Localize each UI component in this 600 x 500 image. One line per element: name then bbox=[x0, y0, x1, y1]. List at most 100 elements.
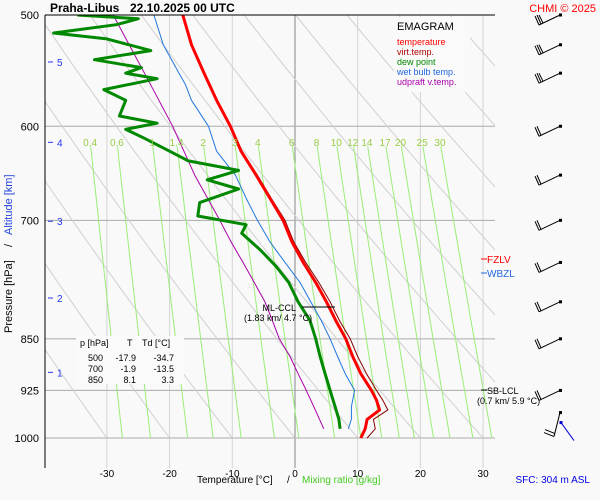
table-cell: 700 bbox=[88, 364, 103, 374]
barb-staff bbox=[553, 412, 561, 437]
table-box bbox=[76, 336, 184, 384]
mixing-ratio-label: 2 bbox=[200, 138, 206, 149]
mixing-ratio-line bbox=[422, 146, 474, 439]
alt-tick-label: 4 bbox=[57, 138, 63, 149]
table-cell: 850 bbox=[88, 375, 103, 385]
ml-ccl-label: ML-CCL bbox=[262, 303, 296, 313]
barb-flag bbox=[534, 45, 540, 55]
mixing-ratio-line bbox=[257, 146, 300, 439]
x-tick-label: -30 bbox=[100, 469, 115, 480]
x-tick-label: 0 bbox=[292, 469, 298, 480]
barb-dot bbox=[559, 71, 562, 75]
barb-flag bbox=[536, 390, 542, 400]
table-header-t: T bbox=[127, 338, 133, 348]
x-tick-label: 30 bbox=[478, 469, 490, 480]
mixing-ratio-label: 1 bbox=[149, 138, 155, 149]
legend-virt-temp: virt.temp. bbox=[397, 47, 434, 57]
alt-tick-label: 2 bbox=[57, 294, 63, 305]
barb-flag bbox=[536, 301, 542, 312]
mixing-ratio-line bbox=[117, 146, 151, 439]
barb-flag bbox=[534, 15, 540, 26]
mixing-ratio-label: 25 bbox=[417, 138, 429, 149]
barb-flag bbox=[534, 391, 540, 401]
wind-barb bbox=[534, 260, 562, 273]
barb-flag bbox=[534, 339, 540, 350]
mixing-ratio-label: 3 bbox=[232, 138, 238, 149]
p-tick-label: 600 bbox=[21, 121, 39, 133]
barb-dot bbox=[559, 173, 562, 177]
mixing-ratio-line bbox=[440, 146, 493, 439]
dry-adiabat bbox=[140, 15, 484, 439]
barb-dot bbox=[559, 337, 562, 341]
fzlv-bg bbox=[486, 253, 518, 264]
hodograph-dot bbox=[559, 421, 563, 425]
barb-flag bbox=[536, 220, 542, 230]
barb-dot bbox=[559, 218, 562, 222]
barb-flag bbox=[538, 14, 544, 24]
series-dew-point bbox=[52, 15, 342, 429]
p-tick-label: 1000 bbox=[15, 433, 39, 445]
y-axis-label-alt: Altitude [km] bbox=[3, 174, 15, 235]
x-tick-label: 20 bbox=[415, 469, 427, 480]
legend-wet-bulb: wet bulb temp. bbox=[396, 67, 456, 77]
x-tick-label: 10 bbox=[352, 469, 364, 480]
wind-barb bbox=[534, 173, 562, 186]
table-header-td: Td [°C] bbox=[142, 338, 170, 348]
wind-barb bbox=[534, 388, 562, 401]
plot-frame bbox=[44, 14, 495, 468]
mixing-ratio-label: 0.6 bbox=[110, 138, 124, 149]
table-cell: 3.3 bbox=[161, 375, 174, 385]
dry-adiabat bbox=[45, 179, 233, 439]
barb-staff bbox=[538, 72, 561, 84]
dry-adiabat bbox=[45, 348, 108, 439]
labels-layer: Praha-Libus 22.10.2025 00 UTC CHMI © 202… bbox=[3, 1, 596, 486]
barb-staff bbox=[538, 44, 561, 56]
legend-dew-point: dew point bbox=[397, 57, 436, 67]
wind-barb bbox=[534, 13, 562, 26]
dry-adiabat bbox=[581, 0, 600, 438]
barb-flag bbox=[534, 73, 540, 84]
y-axis-sep: / bbox=[3, 243, 15, 247]
table-cell: -13.5 bbox=[153, 364, 174, 374]
barb-flag bbox=[534, 175, 540, 186]
mixing-ratio-label: 4 bbox=[255, 138, 261, 149]
barb-dot bbox=[559, 388, 562, 392]
mixing-ratio-line bbox=[152, 146, 189, 439]
series-wet-bulb-temp bbox=[153, 15, 356, 429]
station-title: Praha-Libus bbox=[50, 1, 120, 15]
wind-barb bbox=[534, 43, 562, 56]
mixing-ratio-label: 6 bbox=[289, 138, 295, 149]
mixing-ratio-label: 0.4 bbox=[83, 138, 97, 149]
legend-title: EMAGRAM bbox=[397, 21, 454, 33]
x-axis-sep: / bbox=[287, 475, 290, 486]
wind-barbs bbox=[534, 13, 575, 441]
y-axis-label: Pressure [hPa] / Altitude [km] bbox=[3, 174, 15, 333]
p-tick-label: 500 bbox=[21, 10, 39, 22]
barb-dot bbox=[559, 260, 562, 264]
mixing-ratio-line bbox=[291, 146, 336, 439]
barb-flag bbox=[534, 302, 540, 313]
barb-flag bbox=[536, 126, 542, 136]
table-cell: -1.9 bbox=[120, 364, 136, 374]
barb-staff bbox=[538, 261, 561, 273]
table-cell: -17.9 bbox=[115, 353, 136, 363]
p-tick-label: 850 bbox=[21, 334, 39, 346]
mixing-ratio-line bbox=[385, 146, 435, 439]
barb-staff bbox=[538, 301, 561, 313]
mixing-ratio-line bbox=[176, 146, 214, 439]
barb-flag bbox=[543, 432, 555, 438]
wbzl-label: WBZL bbox=[487, 269, 515, 280]
mixing-ratio-line bbox=[234, 146, 275, 439]
barb-flag bbox=[534, 221, 540, 231]
mixing-ratio-label: 1.4 bbox=[170, 138, 184, 149]
x-axis-label-temp: Temperature [°C] bbox=[197, 475, 273, 486]
y-axis-label-p: Pressure [hPa] bbox=[3, 260, 15, 333]
dry-adiabat bbox=[530, 0, 600, 438]
mixing-ratio-label: 17 bbox=[380, 138, 392, 149]
mixing-ratio-line bbox=[353, 146, 400, 439]
sfc-label: SFC: 304 m ASL bbox=[516, 475, 591, 486]
alt-tick-label: 3 bbox=[57, 217, 63, 228]
mixing-ratio-line bbox=[336, 146, 383, 439]
series-layer bbox=[52, 15, 389, 439]
